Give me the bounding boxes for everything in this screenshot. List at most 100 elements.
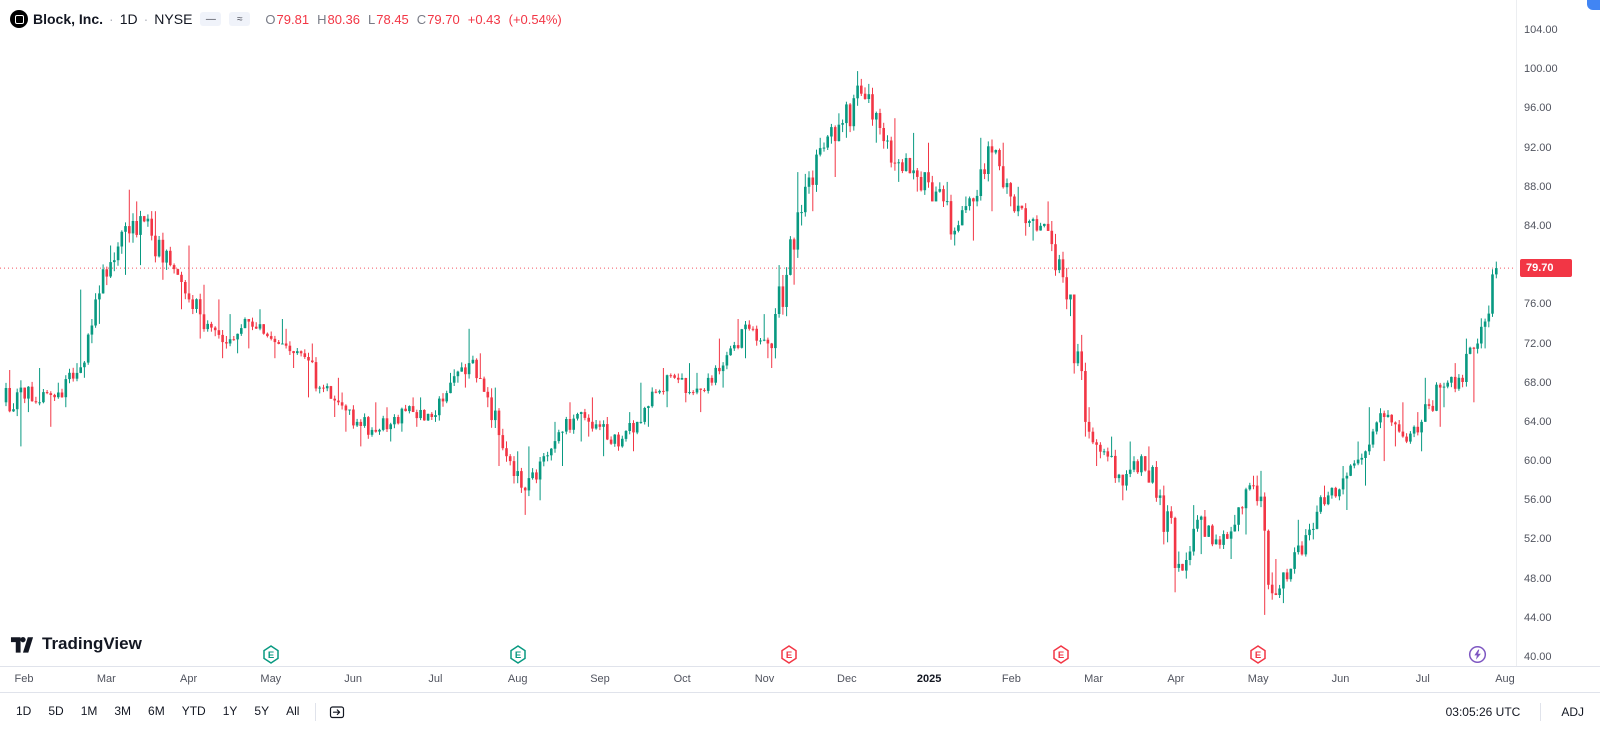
adj-toggle[interactable]: ADJ <box>1561 705 1584 719</box>
time-axis[interactable]: Feb Mar Apr May Jun Jul Aug Sep Oct Nov Dec 2025 Feb… <box>0 666 1600 693</box>
candle-body[interactable] <box>733 345 736 349</box>
candle-body[interactable] <box>624 431 628 439</box>
candle-body[interactable] <box>146 218 150 222</box>
candle-body[interactable] <box>284 343 288 346</box>
candle-body[interactable] <box>1465 353 1468 382</box>
range-button-ytd[interactable]: YTD <box>174 700 214 722</box>
candle-body[interactable] <box>774 314 777 349</box>
candle-body[interactable] <box>1128 469 1132 474</box>
candle-body[interactable] <box>1151 467 1154 483</box>
candle-body[interactable] <box>1233 524 1237 532</box>
candle-body[interactable] <box>1214 539 1218 545</box>
candle-body[interactable] <box>355 421 359 426</box>
candle-body[interactable] <box>139 216 142 235</box>
candle-body[interactable] <box>1412 426 1416 434</box>
candle-body[interactable] <box>1222 534 1225 545</box>
candle-body[interactable] <box>109 262 112 277</box>
candle-body[interactable] <box>42 392 45 403</box>
candle-body[interactable] <box>845 104 848 124</box>
candle-body[interactable] <box>972 198 975 202</box>
candle-body[interactable] <box>632 423 635 433</box>
candle-body[interactable] <box>572 418 575 430</box>
candle-body[interactable] <box>318 387 321 389</box>
candle-body[interactable] <box>288 345 292 352</box>
candle-body[interactable] <box>456 371 460 377</box>
candle-body[interactable] <box>281 343 284 345</box>
candle-body[interactable] <box>1450 376 1453 383</box>
candle-body[interactable] <box>400 408 404 424</box>
candle-body[interactable] <box>1076 351 1080 364</box>
candle-body[interactable] <box>807 177 811 187</box>
candle-body[interactable] <box>12 409 15 412</box>
candle-body[interactable] <box>333 398 336 401</box>
candle-body[interactable] <box>266 333 269 337</box>
candle-body[interactable] <box>1185 560 1188 571</box>
candle-body[interactable] <box>893 162 897 164</box>
candle-body[interactable] <box>419 410 422 419</box>
candle-body[interactable] <box>393 417 396 425</box>
candle-body[interactable] <box>677 377 680 380</box>
candle-body[interactable] <box>1356 459 1360 464</box>
candle-body[interactable] <box>101 269 105 294</box>
candle-body[interactable] <box>691 392 695 394</box>
earnings-icon[interactable]: E <box>509 645 528 664</box>
candle-body[interactable] <box>916 170 919 177</box>
candle-body[interactable] <box>1438 384 1442 388</box>
candle-body[interactable] <box>180 274 183 282</box>
candle-body[interactable] <box>897 162 900 164</box>
candle-body[interactable] <box>367 417 370 435</box>
candle-body[interactable] <box>1442 386 1446 388</box>
candle-body[interactable] <box>1315 511 1319 529</box>
candle-body[interactable] <box>1095 442 1098 445</box>
candle-body[interactable] <box>923 172 927 191</box>
candle-body[interactable] <box>931 182 934 202</box>
candle-body[interactable] <box>396 417 400 424</box>
candle-body[interactable] <box>1371 431 1375 445</box>
candle-body[interactable] <box>176 269 180 275</box>
candle-body[interactable] <box>1405 436 1408 442</box>
range-button-5y[interactable]: 5Y <box>246 700 277 722</box>
candle-body[interactable] <box>83 362 86 368</box>
candle-body[interactable] <box>871 94 874 120</box>
candle-body[interactable] <box>292 351 295 354</box>
candle-body[interactable] <box>1248 485 1252 490</box>
candle-body[interactable] <box>1199 516 1203 520</box>
candle-body[interactable] <box>830 127 833 137</box>
candle-body[interactable] <box>445 393 448 402</box>
candle-body[interactable] <box>542 456 546 462</box>
candle-body[interactable] <box>240 328 243 334</box>
candle-body[interactable] <box>882 128 885 142</box>
candle-body[interactable] <box>591 421 594 429</box>
candle-body[interactable] <box>833 127 837 142</box>
candle-body[interactable] <box>404 408 407 412</box>
candle-body[interactable] <box>195 299 198 309</box>
candle-body[interactable] <box>665 375 669 392</box>
candle-body[interactable] <box>221 334 224 343</box>
candle-body[interactable] <box>781 286 785 307</box>
candle-body[interactable] <box>60 392 64 398</box>
candle-body[interactable] <box>669 375 673 377</box>
candle-body[interactable] <box>460 367 463 372</box>
candle-body[interactable] <box>927 172 930 183</box>
candle-body[interactable] <box>322 387 325 389</box>
candle-body[interactable] <box>818 148 822 155</box>
candle-body[interactable] <box>94 299 97 326</box>
exchange-label[interactable]: NYSE <box>154 11 193 27</box>
candle-body[interactable] <box>45 392 49 394</box>
candlestick-chart[interactable] <box>0 0 1516 666</box>
candle-body[interactable] <box>1386 414 1390 417</box>
candle-body[interactable] <box>408 406 411 412</box>
wave-icon[interactable]: ≈ <box>229 12 251 26</box>
candle-body[interactable] <box>277 342 280 344</box>
candle-body[interactable] <box>1431 405 1435 411</box>
candle-body[interactable] <box>1181 563 1184 571</box>
minus-icon[interactable]: — <box>200 12 222 26</box>
candle-body[interactable] <box>1457 377 1461 389</box>
candle-body[interactable] <box>154 235 157 257</box>
candle-body[interactable] <box>1058 259 1061 271</box>
candle-body[interactable] <box>169 250 172 266</box>
candle-body[interactable] <box>1304 535 1308 555</box>
candle-body[interactable] <box>1054 244 1057 271</box>
candle-body[interactable] <box>505 448 508 457</box>
candle-body[interactable] <box>1244 489 1248 509</box>
